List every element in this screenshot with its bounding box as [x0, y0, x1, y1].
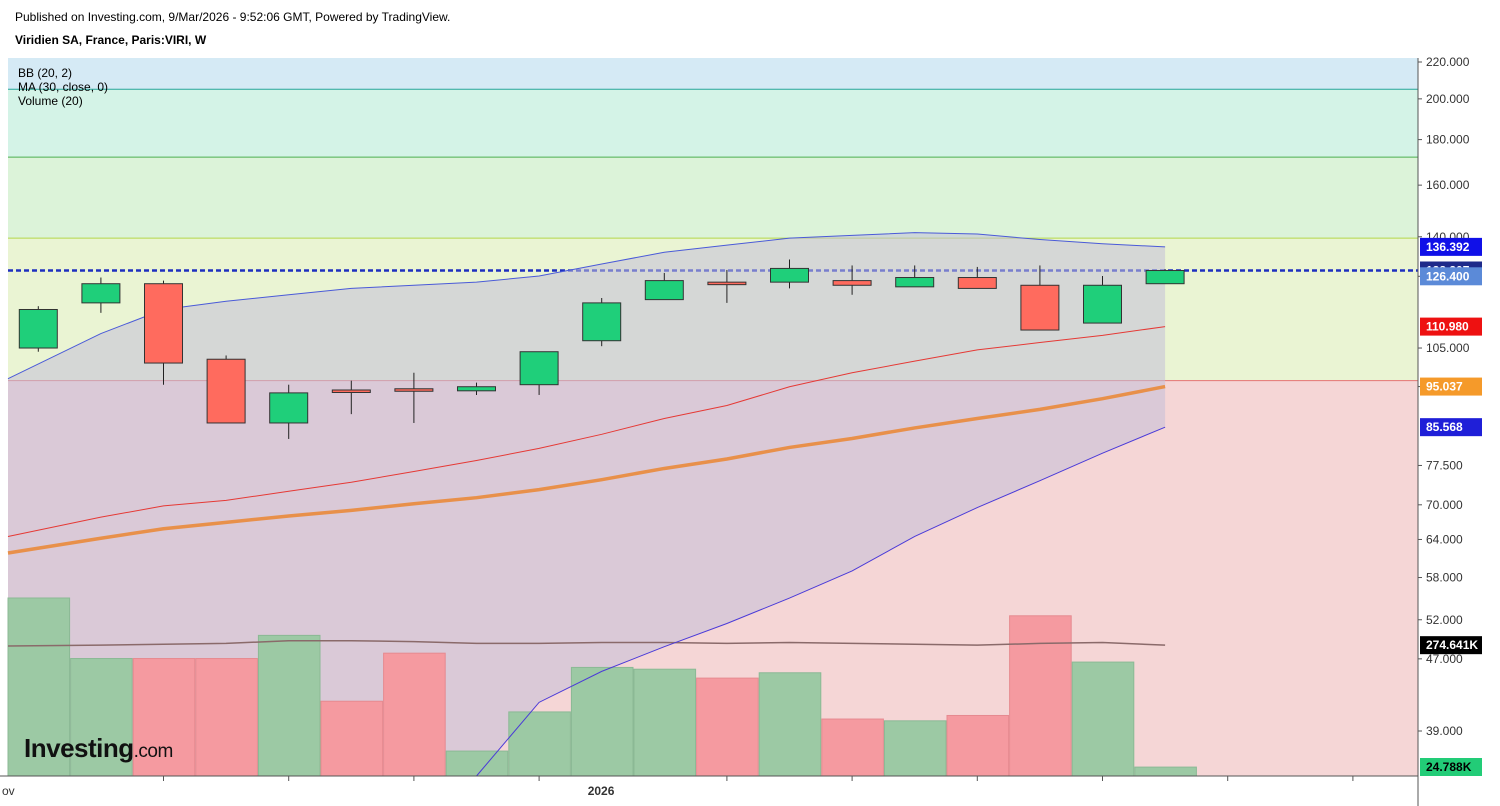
candle-body — [770, 267, 809, 283]
x-tick-label: ov — [2, 784, 15, 798]
volume-bar — [1071, 661, 1135, 777]
zone-band — [8, 157, 1418, 239]
price-badge — [1420, 418, 1482, 437]
published-note: Published on Investing.com, 9/Mar/2026 -… — [15, 10, 451, 24]
volume-bar — [570, 666, 634, 777]
candle-body — [269, 392, 309, 424]
ma30-line — [7, 384, 1166, 555]
candle-body — [895, 277, 935, 288]
price-badge-label: 126.400 — [1426, 269, 1470, 283]
candle-body — [832, 280, 872, 286]
indicator-legend: BB (20, 2) MA (30, close, 0) Volume (20) — [18, 66, 108, 108]
legend-ma[interactable]: MA (30, close, 0) — [18, 80, 109, 94]
candle-body — [144, 283, 183, 364]
price-badge-label: 110.980 — [1426, 320, 1469, 334]
bb-upper-line — [7, 232, 1166, 380]
volume-bar — [821, 718, 884, 777]
candle-body — [1083, 284, 1122, 324]
symbol-title: Viridien SA, France, Paris:VIRI, W — [15, 33, 207, 47]
volume-bar — [445, 750, 509, 777]
y-tick-label: 70.000 — [1426, 498, 1463, 512]
price-badge-label: 136.392 — [1426, 240, 1470, 254]
price-badge-label: 95.037 — [1426, 380, 1463, 394]
volume-bar — [633, 668, 697, 777]
x-tick-label: 2026 — [588, 784, 615, 798]
volume-bar — [383, 652, 446, 777]
price-badge — [1420, 237, 1482, 256]
candle-body — [331, 389, 371, 393]
bb-lower-line — [476, 426, 1166, 777]
price-badge — [1420, 267, 1482, 286]
y-tick-label: 220.000 — [1426, 55, 1470, 69]
volume-bar — [132, 658, 196, 777]
y-tick-label: 58.000 — [1426, 571, 1463, 585]
y-tick-label: 64.000 — [1426, 532, 1463, 546]
candle-body — [707, 281, 747, 286]
volume-bar — [320, 700, 384, 777]
zone-band — [8, 58, 1418, 90]
candle-body — [206, 358, 246, 424]
candle-body — [644, 280, 684, 301]
volume-ma-badge — [1420, 636, 1482, 655]
volume-bar — [883, 720, 947, 777]
volume-bar — [1134, 766, 1197, 777]
y-tick-label: 200.000 — [1426, 92, 1470, 106]
candle-body — [394, 388, 434, 392]
volume-badge — [1420, 758, 1482, 776]
y-tick-label: 39.000 — [1426, 724, 1463, 738]
zone-band — [8, 89, 1418, 158]
volume-badge-label: 24.788K — [1426, 760, 1472, 774]
price-badge-label: 85.568 — [1426, 420, 1463, 434]
y-tick-label: 77.500 — [1426, 458, 1463, 472]
volume-bar — [195, 658, 258, 777]
price-badge — [1420, 317, 1482, 336]
volume-bar — [946, 714, 1010, 777]
investing-logo: Investing.com — [24, 733, 173, 763]
volume-bar — [696, 677, 759, 777]
volume-bar — [508, 711, 571, 777]
candle-body — [582, 302, 622, 342]
y-tick-label: 105.000 — [1426, 341, 1470, 355]
candle-body — [18, 308, 58, 349]
bb-mid-line — [7, 326, 1166, 537]
price-badge — [1420, 377, 1482, 396]
volume-bar — [70, 658, 133, 777]
candle-body — [81, 283, 121, 304]
candle-body — [1145, 270, 1185, 285]
volume-bar — [1009, 615, 1072, 777]
y-tick-label: 180.000 — [1426, 133, 1470, 147]
y-tick-label: 52.000 — [1426, 613, 1463, 627]
volume-ma-line — [7, 639, 1166, 647]
legend-bb[interactable]: BB (20, 2) — [18, 66, 73, 80]
volume-bar — [7, 597, 71, 777]
y-tick-label: 160.000 — [1426, 178, 1470, 192]
volume-bar — [257, 634, 321, 777]
volume-ma-badge-label: 274.641K — [1426, 638, 1478, 652]
candle-body — [457, 386, 496, 392]
volume-bar — [758, 672, 822, 777]
y-tick-label: 47.000 — [1426, 652, 1463, 666]
candle-body — [1020, 284, 1060, 331]
candle-body — [519, 351, 559, 386]
candle-body — [957, 277, 997, 289]
legend-volume[interactable]: Volume (20) — [18, 94, 83, 108]
